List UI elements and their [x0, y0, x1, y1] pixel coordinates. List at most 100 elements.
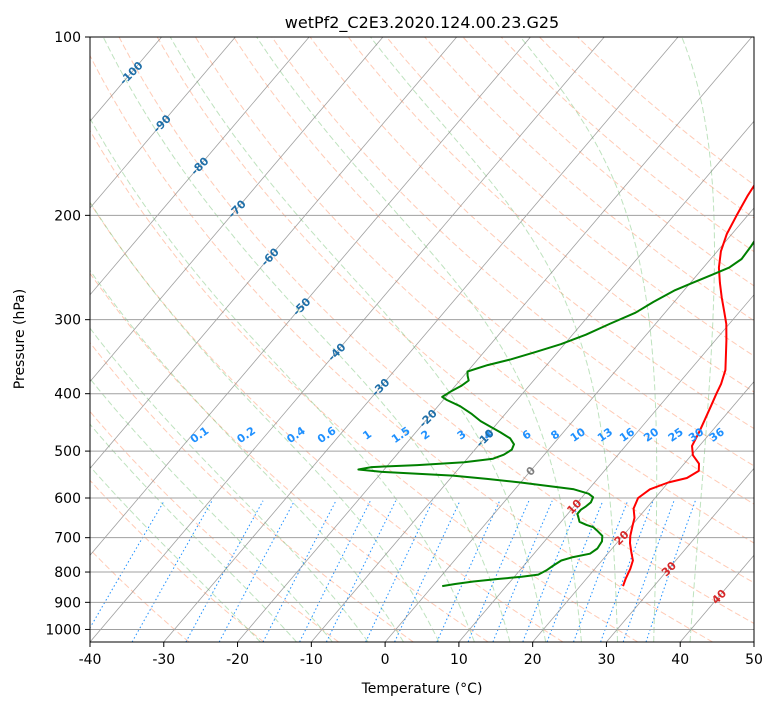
mixing-ratio-label: 0.1 — [188, 424, 211, 446]
mixing-ratio-label: 30 — [686, 425, 706, 445]
isotherm-label: -20 — [417, 407, 440, 430]
mixing-ratio-label: 1.5 — [389, 424, 412, 446]
dry-adiabat — [90, 54, 713, 642]
mixing-ratio-line — [131, 500, 213, 642]
y-tick-label: 100 — [54, 30, 81, 46]
isotherm-line — [606, 467, 754, 642]
y-tick-label: 300 — [54, 313, 81, 329]
y-tick-label: 700 — [54, 531, 81, 547]
dewpoint-profile-line — [357, 239, 754, 588]
y-tick-label: 900 — [54, 595, 81, 611]
isotherm-line — [163, 37, 679, 642]
mixing-ratio-line — [645, 500, 696, 642]
x-tick-label: 40 — [671, 652, 689, 668]
plot-frame — [89, 36, 755, 643]
isotherm-label: -50 — [290, 295, 313, 318]
mixing-ratio-label: 0.6 — [315, 424, 339, 446]
y-tick-label: 200 — [54, 208, 81, 224]
isotherm-label: -90 — [151, 112, 174, 135]
isotherm-label: -30 — [369, 376, 392, 399]
mixing-ratio-line — [394, 500, 461, 642]
dry-adiabat — [90, 410, 339, 642]
dry-adiabat — [500, 37, 754, 253]
x-tick-label: -30 — [152, 652, 175, 668]
moist-adiabat — [681, 37, 715, 642]
dry-adiabat — [347, 37, 754, 393]
x-tick-label: 30 — [598, 652, 616, 668]
x-tick-label: 20 — [524, 652, 542, 668]
temperature-profile-line — [622, 183, 754, 587]
moist-adiabat — [90, 423, 297, 642]
mixing-ratio-line — [546, 500, 604, 642]
isotherm-line — [90, 37, 384, 383]
y-tick-label: 600 — [54, 491, 81, 507]
x-tick-label: -20 — [226, 652, 249, 668]
mixing-ratio-label: 10 — [568, 425, 588, 445]
mixing-ratio-label: 0.4 — [284, 424, 308, 446]
mixing-ratio-label: 36 — [707, 425, 727, 445]
mixing-ratio-line — [262, 500, 337, 642]
dry-adiabat — [539, 37, 754, 219]
moist-adiabat — [90, 201, 440, 642]
x-tick-label: 0 — [381, 652, 390, 668]
dry-adiabat — [90, 272, 489, 642]
x-tick-label: 10 — [450, 652, 468, 668]
isotherm-line — [237, 37, 753, 642]
mixing-ratio-line — [325, 500, 397, 642]
x-tick-label: -40 — [79, 652, 102, 668]
mixing-ratio-label: 0.2 — [235, 424, 258, 446]
mixing-ratio-line — [436, 500, 501, 642]
dry-adiabat — [90, 202, 564, 642]
moist-adiabat — [90, 327, 369, 642]
mixing-ratio-label: 20 — [641, 425, 661, 445]
dry-adiabat — [424, 37, 754, 322]
moist-adiabat — [169, 37, 547, 642]
mixing-ratio-label: 1 — [360, 428, 374, 443]
dry-adiabat — [386, 37, 754, 357]
dry-adiabat — [90, 129, 639, 642]
isotherm-line — [90, 37, 605, 642]
dry-adiabat — [577, 37, 754, 186]
isotherm-line — [90, 37, 457, 470]
mixing-ratio-line — [467, 500, 530, 642]
dry-adiabat — [90, 479, 265, 642]
mixing-ratio-line — [600, 500, 654, 642]
mixing-ratio-line — [218, 500, 295, 642]
isotherm-line — [532, 380, 754, 642]
isotherm-label: -70 — [226, 197, 249, 220]
y-tick-label: 500 — [54, 444, 81, 460]
moist-adiabat — [90, 269, 404, 642]
dry-adiabat — [156, 37, 754, 584]
isotherm-line — [384, 207, 754, 642]
moist-adiabat — [90, 377, 333, 642]
mixing-ratio-label: 6 — [520, 427, 534, 442]
mixing-ratio-line — [622, 500, 675, 642]
isotherm-line — [753, 641, 754, 642]
mixing-ratio-line — [522, 500, 581, 642]
isotherm-line — [90, 37, 236, 209]
y-axis-title: Pressure (hPa) — [12, 289, 28, 389]
dry-adiabat — [90, 341, 414, 642]
isotherm-label: -10 — [474, 426, 497, 449]
x-axis-title: Temperature (°C) — [361, 681, 483, 697]
chart-title: wetPf2_C2E3.2020.124.00.23.G25 — [285, 13, 559, 33]
isotherm-label: -100 — [117, 59, 146, 88]
dry-adiabat — [462, 37, 754, 287]
mixing-ratio-line — [365, 500, 434, 642]
plot-area: 0.1 0.2 0.4 0.6 1 1.5 2 3 4 6 8 10 13 16 20 25 30 36-100-… — [90, 37, 754, 642]
isotherm-line — [90, 37, 531, 556]
dry-adiabat — [118, 37, 754, 625]
mixing-ratio-label: 13 — [595, 425, 615, 444]
mixing-ratio-label: 8 — [548, 428, 562, 443]
x-tick-label: -10 — [300, 652, 323, 668]
isotherm-line — [311, 120, 754, 642]
moist-adiabat — [90, 117, 475, 642]
axes: -40 -30 -20 -10 0 10 20 30 40 5010020030040050060… — [45, 30, 763, 668]
mixing-ratio-line — [299, 500, 371, 642]
isotherm-label: -60 — [259, 245, 282, 268]
mixing-ratio-line — [185, 500, 264, 642]
x-tick-label: 50 — [745, 652, 763, 668]
isotherm-label: -80 — [188, 154, 211, 177]
